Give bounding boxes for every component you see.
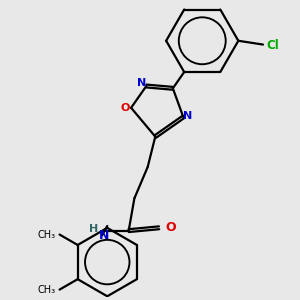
Text: CH₃: CH₃ — [38, 285, 56, 295]
Text: N: N — [183, 111, 193, 121]
Text: Cl: Cl — [266, 39, 279, 52]
Text: N: N — [137, 78, 146, 88]
Text: O: O — [166, 221, 176, 234]
Text: H: H — [89, 224, 98, 234]
Text: N: N — [99, 229, 109, 242]
Text: O: O — [121, 103, 130, 113]
Text: CH₃: CH₃ — [38, 230, 56, 239]
